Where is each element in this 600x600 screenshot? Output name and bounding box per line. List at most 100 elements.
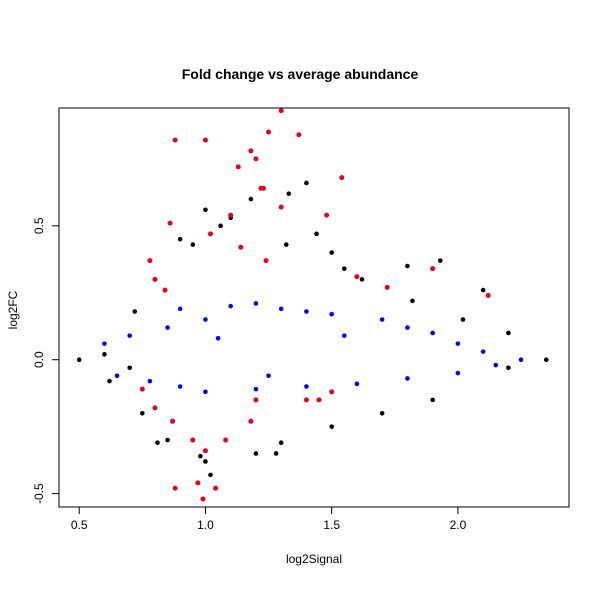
data-point xyxy=(405,325,410,330)
y-tick-label: -0.5 xyxy=(32,483,46,504)
data-point xyxy=(339,175,345,181)
data-point xyxy=(493,362,499,368)
y-tick-label: 0.0 xyxy=(32,351,46,368)
data-point xyxy=(316,397,322,403)
y-axis-label: log2FC xyxy=(6,290,20,329)
data-point xyxy=(114,373,120,379)
data-point xyxy=(127,365,132,371)
data-point xyxy=(263,258,269,264)
data-point xyxy=(314,231,319,237)
data-point xyxy=(286,191,292,196)
x-tick-label: 0.5 xyxy=(71,518,88,532)
data-point xyxy=(437,258,443,263)
data-point xyxy=(162,287,168,293)
data-point xyxy=(140,410,145,416)
data-point xyxy=(480,287,486,293)
data-point xyxy=(203,207,208,213)
data-point xyxy=(455,341,461,346)
data-point xyxy=(253,397,259,403)
data-point xyxy=(195,480,201,486)
data-point xyxy=(127,333,132,338)
data-point xyxy=(172,137,178,143)
x-axis-label: log2Signal xyxy=(286,552,342,566)
data-point xyxy=(167,220,173,226)
data-point xyxy=(405,376,410,381)
data-point xyxy=(266,373,271,379)
data-point xyxy=(238,244,244,250)
data-point xyxy=(430,330,435,336)
data-point xyxy=(543,357,549,363)
data-point xyxy=(278,306,284,312)
data-point xyxy=(410,298,415,304)
data-point xyxy=(155,440,160,446)
data-point xyxy=(102,352,107,357)
data-point xyxy=(273,451,279,456)
data-point xyxy=(190,437,196,443)
data-point xyxy=(107,378,112,384)
data-point xyxy=(248,196,254,202)
data-point xyxy=(228,212,234,218)
data-point xyxy=(172,485,178,491)
data-point xyxy=(198,453,203,459)
data-point xyxy=(147,378,153,384)
data-point xyxy=(248,148,254,154)
data-point xyxy=(384,284,390,290)
data-point xyxy=(329,389,335,395)
data-points xyxy=(76,108,549,502)
data-point xyxy=(354,381,360,387)
x-tick-label: 1.0 xyxy=(197,518,214,532)
data-point xyxy=(304,180,309,186)
data-point xyxy=(261,185,267,191)
data-point xyxy=(253,301,259,306)
data-point xyxy=(278,204,284,210)
chart-title: Fold change vs average abundance xyxy=(182,66,419,82)
data-point xyxy=(253,451,259,456)
data-point xyxy=(430,397,435,403)
data-point xyxy=(304,309,309,314)
data-point xyxy=(405,263,410,269)
data-point xyxy=(218,223,223,229)
data-point xyxy=(480,349,486,354)
data-point xyxy=(152,276,158,282)
data-point xyxy=(341,333,347,338)
data-point xyxy=(304,384,309,389)
data-point xyxy=(283,242,289,247)
data-point xyxy=(213,485,219,491)
data-point xyxy=(359,277,365,282)
data-point xyxy=(170,418,176,424)
data-point xyxy=(329,250,334,255)
data-point xyxy=(208,472,213,478)
y-tick-label: 0.5 xyxy=(32,217,46,234)
data-point xyxy=(223,437,229,443)
data-point xyxy=(207,231,213,237)
data-point xyxy=(460,317,466,322)
data-point xyxy=(506,365,511,371)
data-point xyxy=(202,448,208,454)
data-point xyxy=(132,309,138,314)
data-point xyxy=(430,266,436,272)
data-point xyxy=(329,424,334,429)
data-point xyxy=(190,242,196,247)
data-point xyxy=(177,306,183,312)
plot-frame xyxy=(58,107,570,508)
y-axis: -0.5 0.0 0.5 xyxy=(32,217,59,504)
data-point xyxy=(203,317,208,322)
data-point xyxy=(235,164,241,170)
data-point xyxy=(324,212,330,218)
data-point xyxy=(139,386,145,392)
data-point xyxy=(303,397,309,403)
data-point xyxy=(296,132,302,138)
data-point xyxy=(253,156,259,162)
data-point xyxy=(215,335,221,341)
x-tick-label: 1.5 xyxy=(323,518,340,532)
x-tick-label: 2.0 xyxy=(450,518,467,532)
data-point xyxy=(76,357,82,363)
data-point xyxy=(518,357,524,363)
data-point xyxy=(203,459,208,464)
data-point xyxy=(278,440,284,446)
data-point xyxy=(152,405,158,411)
data-point xyxy=(177,236,183,242)
data-point xyxy=(278,108,284,114)
data-point xyxy=(248,418,254,424)
